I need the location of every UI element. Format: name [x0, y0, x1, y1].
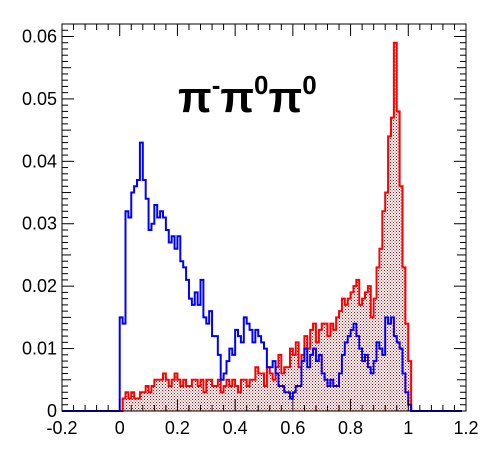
x-tick-label: 1: [403, 418, 413, 438]
chart-title: π-π0π0: [178, 70, 317, 122]
x-tick-label: 0.4: [223, 418, 248, 438]
svg-text:π-π0π0: π-π0π0: [178, 70, 317, 122]
title-sup-zero-1: 0: [254, 70, 268, 100]
series-line-1: [118, 141, 417, 412]
x-tick-label: -0.2: [46, 418, 77, 438]
title-sup-zero-2: 0: [302, 70, 316, 100]
y-tick-label: 0: [47, 401, 57, 421]
series-line-0: [119, 41, 417, 412]
x-tick-label: 1.2: [453, 418, 478, 438]
y-tick-label: 0.04: [22, 151, 57, 171]
x-tick-label: 0.2: [165, 418, 190, 438]
y-tick-label: 0.02: [22, 276, 57, 296]
title-pi-1: π: [178, 73, 212, 122]
title-pi-2: π: [220, 73, 254, 122]
y-tick-label: 0.03: [22, 214, 57, 234]
x-tick-label: 0.6: [280, 418, 305, 438]
y-tick-label: 0.05: [22, 89, 57, 109]
x-tick-label: 0: [115, 418, 125, 438]
y-tick-label: 0.01: [22, 339, 57, 359]
title-sup-minus: -: [212, 70, 221, 100]
y-tick-label: 0.06: [22, 26, 57, 46]
x-tick-label: 0.8: [338, 418, 363, 438]
title-pi-3: π: [269, 73, 303, 122]
series-fill-0: [119, 42, 417, 412]
